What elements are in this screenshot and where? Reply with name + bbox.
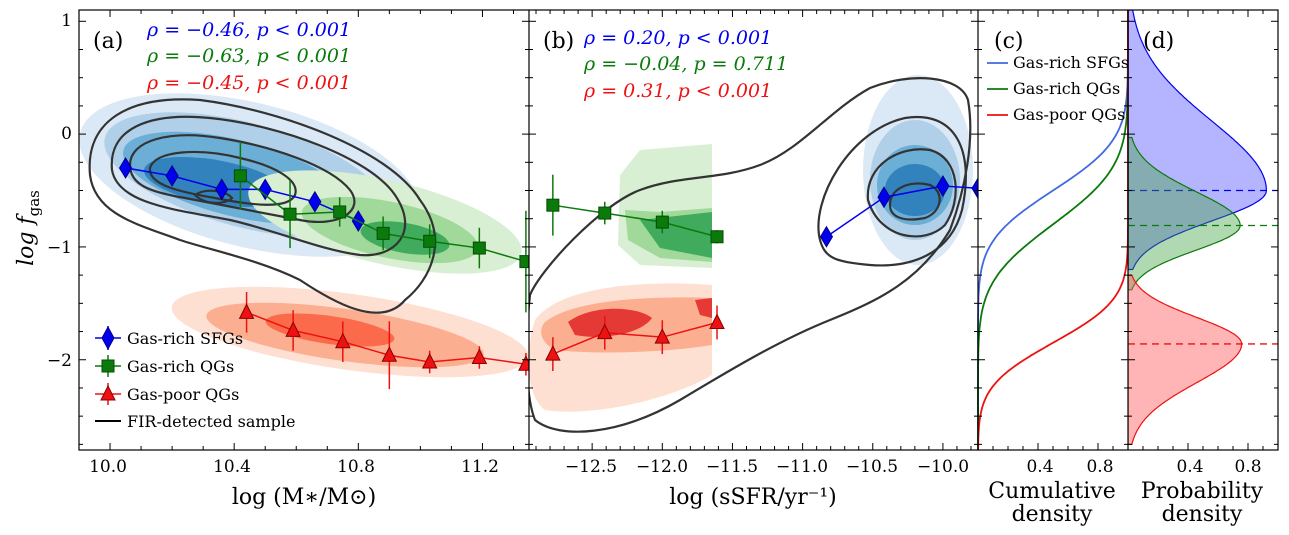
data-point-square [519, 255, 529, 269]
data-point-diamond [819, 225, 834, 248]
legend-label: FIR-detected sample [127, 412, 295, 431]
panel-a-contours [88, 98, 437, 314]
data-point-diamond [971, 177, 978, 200]
data-point-square [233, 169, 247, 183]
data-point-square [710, 230, 724, 244]
panel-label-a: (a) [93, 29, 123, 54]
data-point-diamond [308, 190, 322, 213]
y-tick-label: 1 [61, 11, 72, 31]
series-line [552, 321, 718, 355]
legend-triangle-icon [100, 384, 116, 401]
data-point-diamond [936, 175, 950, 197]
panel-label-c: (c) [994, 29, 1024, 54]
legend-label: Gas-rich SFGs [1013, 53, 1129, 72]
stat-a-qg-rich: ρ = −0.63, p < 0.001 [146, 45, 351, 67]
pdf-area [1128, 274, 1243, 446]
x-tick-label-c: 0.8 [1086, 457, 1113, 477]
x-axis-label-a: log (M∗/M⊙) [232, 485, 376, 510]
panel-b-density [529, 75, 973, 412]
stat-b-sfg: ρ = 0.20, p < 0.001 [583, 27, 772, 49]
legend-label: Gas-poor QGs [1013, 105, 1125, 124]
x-tick-label-d: 0.4 [1176, 457, 1203, 477]
cdf-curve [977, 10, 1129, 450]
data-point-triangle [285, 321, 301, 337]
x-tick-label-d: 0.8 [1234, 457, 1261, 477]
x-tick-label-a: 10.8 [337, 457, 375, 477]
x-tick-label-a: 10.0 [89, 457, 127, 477]
data-point-square [333, 205, 347, 219]
legend-c: Gas-rich SFGs Gas-rich QGs Gas-poor QGs [987, 53, 1129, 124]
axes-frame [78, 9, 1279, 451]
x-axis-label-b: log (sSFR/yr⁻¹) [669, 485, 837, 510]
x-axis-label-d-line1: Probability [1141, 479, 1264, 504]
y-tick-label: −1 [47, 238, 72, 258]
data-point-square [546, 198, 560, 212]
legend-label: Gas-rich SFGs [127, 329, 243, 348]
data-point-diamond [215, 178, 229, 201]
panel-b-series [545, 174, 978, 372]
panel-a-density [79, 93, 529, 378]
stat-b-qg-poor: ρ = 0.31, p < 0.001 [583, 80, 772, 102]
data-point-triangle [709, 313, 725, 330]
y-tick-label: −2 [47, 351, 72, 371]
data-point-square [423, 234, 437, 248]
cdf-curve [977, 10, 1129, 450]
legend-label: Gas-rich QGs [127, 357, 234, 376]
panel-a-series [118, 142, 529, 390]
data-point-square [472, 241, 486, 255]
series-line [826, 185, 978, 238]
x-tick-label-c: 0.4 [1026, 457, 1053, 477]
legend-label: Gas-rich QGs [1013, 79, 1120, 98]
data-point-triangle [238, 303, 255, 319]
pdf-area [1128, 10, 1267, 271]
x-tick-label-b: −12.5 [565, 457, 617, 477]
tick-marks [78, 10, 1279, 450]
stat-a-qg-poor: ρ = −0.45, p < 0.001 [146, 72, 351, 94]
legend-a: Gas-rich SFGs Gas-rich QGs Gas-poor QGs … [95, 325, 295, 431]
data-point-triangle [545, 344, 561, 361]
x-tick-label-a: 10.4 [213, 457, 251, 477]
stat-a-sfg: ρ = −0.46, p < 0.001 [146, 19, 351, 41]
x-tick-label-b: −11.0 [776, 457, 828, 477]
data-point-triangle [596, 323, 613, 340]
data-point-diamond [165, 164, 179, 187]
data-point-triangle [471, 348, 488, 364]
y-axis-label: log fgas [14, 190, 43, 266]
data-point-square [598, 206, 612, 220]
data-point-triangle [334, 332, 351, 349]
data-point-diamond [258, 178, 272, 201]
svg-text:log fgas: log fgas [14, 190, 43, 266]
series-line [125, 167, 359, 222]
x-tick-label-b: −12.0 [636, 457, 688, 477]
y-tick-label: 0 [61, 124, 72, 144]
legend-label: Gas-poor QGs [127, 385, 239, 404]
data-point-triangle [421, 352, 438, 369]
panel-label-d: (d) [1143, 29, 1174, 54]
legend-diamond-icon [101, 325, 115, 351]
data-point-diamond [118, 156, 133, 179]
x-axis-label-d-line2: density [1162, 502, 1243, 527]
x-tick-label-a: 11.2 [461, 457, 499, 477]
x-axis-label-c-line2: density [1012, 502, 1093, 527]
stat-b-qg-rich: ρ = −0.04, p = 0.711 [583, 53, 788, 75]
panel-label-b: (b) [543, 29, 574, 54]
legend-square-icon [101, 359, 115, 373]
data-point-triangle [654, 328, 671, 344]
cdf-curve [977, 10, 1129, 450]
data-point-diamond [877, 186, 891, 209]
x-tick-label-b: −10.5 [846, 457, 898, 477]
panel-c-cdfs [977, 10, 1129, 450]
panel-d-pdfs [1128, 10, 1278, 446]
series-line [552, 204, 718, 238]
data-point-square [376, 226, 390, 240]
data-point-triangle [381, 346, 398, 362]
x-tick-label-b: −11.5 [706, 457, 758, 477]
pdf-area [1128, 136, 1241, 291]
x-axis-label-c-line1: Cumulative [988, 479, 1116, 504]
x-tick-label-b: −10.0 [917, 457, 969, 477]
data-point-square [283, 207, 297, 221]
data-point-square [655, 215, 669, 229]
